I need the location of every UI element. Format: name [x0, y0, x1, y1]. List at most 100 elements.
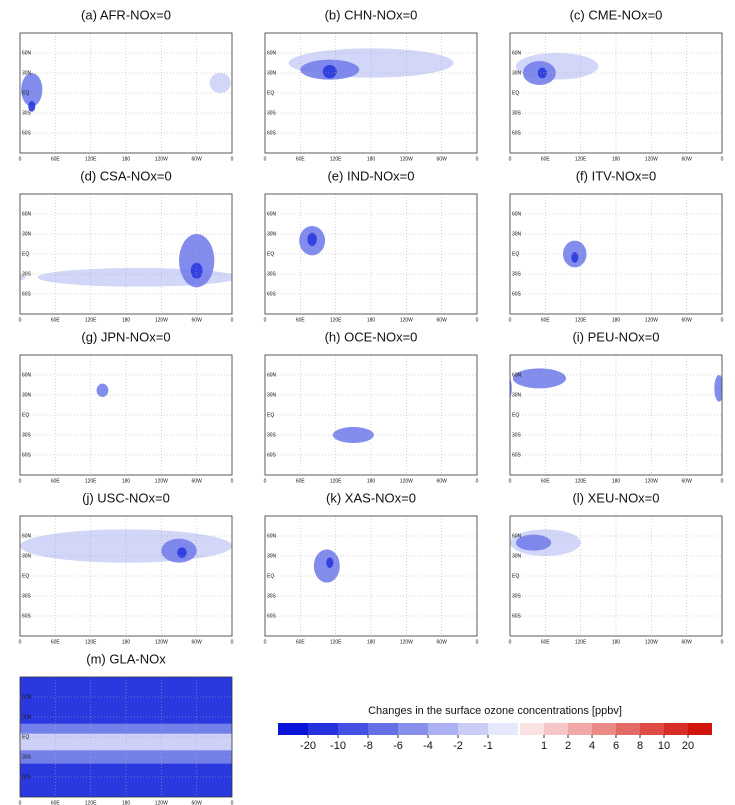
lat-label: EQ	[22, 734, 29, 740]
map-panel: 60N 30N EQ 30S 60S 0 60E 120E 180 120W 60W 0	[264, 515, 479, 645]
panel-title: (g) JPN-NOx=0	[81, 329, 170, 344]
colorbar-box	[544, 723, 568, 735]
lon-label: 60W	[192, 156, 203, 162]
lat-label: EQ	[512, 573, 519, 579]
panel-title: (h) OCE-NOx=0	[325, 329, 418, 344]
ozone-field	[512, 368, 566, 389]
lon-label: 180	[367, 478, 376, 484]
colorbar-label: -8	[363, 740, 373, 752]
lon-label: 120E	[330, 317, 342, 323]
lat-label: 60S	[267, 130, 277, 136]
map-panel: 60N 30N EQ 30S 60S 0 60E 120E 180 120W 60W 0	[509, 32, 735, 162]
map-panel: 60N 30N EQ 30S 60S 0 60E 120E 180 120W 60W 0	[19, 32, 234, 162]
map-panel: 60N 30N EQ 30S 60S 0 60E 120E 180 120W 60W 0	[264, 354, 479, 484]
lon-label: 60W	[682, 156, 693, 162]
lat-label: EQ	[512, 412, 519, 418]
map-panel: 60N 30N EQ 30S 60S 0 60E 120E 180 120W 60W 0	[19, 676, 234, 805]
map-frame	[19, 676, 233, 798]
map-frame	[19, 32, 233, 154]
lon-label: 0	[264, 639, 267, 645]
lon-label: 0	[231, 317, 234, 323]
lon-label: 180	[612, 156, 621, 162]
lon-label: 60E	[296, 156, 306, 162]
lon-label: 120E	[85, 317, 97, 323]
lon-label: 120E	[330, 478, 342, 484]
lat-label: 30N	[512, 70, 522, 76]
lon-label: 120E	[575, 156, 587, 162]
lat-label: 30N	[267, 553, 277, 559]
lat-label: 30N	[22, 70, 32, 76]
panel-title: (e) IND-NOx=0	[327, 168, 414, 183]
lon-label: 60W	[192, 639, 203, 645]
ozone-field	[725, 368, 735, 388]
lon-label: 120E	[575, 317, 587, 323]
lon-label: 120W	[155, 800, 168, 805]
lon-label: 60W	[437, 639, 448, 645]
lat-label: EQ	[512, 90, 519, 96]
ozone-field	[307, 232, 317, 246]
lon-label: 0	[19, 800, 22, 805]
lon-label: 60E	[51, 639, 61, 645]
colorbar-box	[688, 723, 712, 735]
map-frame	[19, 193, 233, 315]
ozone-field	[537, 67, 548, 79]
lat-label: EQ	[267, 573, 274, 579]
colorbar-label: -6	[393, 740, 403, 752]
ozone-field	[0, 529, 20, 562]
lat-label: 30N	[22, 714, 32, 720]
lat-label: 30N	[22, 392, 32, 398]
lat-label: 60N	[512, 211, 522, 217]
panel-title: (a) AFR-NOx=0	[81, 7, 171, 22]
lon-label: 60W	[192, 478, 203, 484]
map-frame	[509, 354, 723, 476]
ozone-field	[190, 262, 203, 279]
lon-label: 120E	[575, 478, 587, 484]
lon-label: 120E	[85, 478, 97, 484]
colorbar-box	[640, 723, 664, 735]
ozone-field	[313, 549, 340, 583]
lon-label: 120W	[645, 478, 658, 484]
lat-label: 30S	[267, 432, 277, 438]
ozone-field	[209, 73, 231, 93]
ozone-field	[722, 529, 735, 556]
colorbar-box	[308, 723, 338, 735]
lat-label: EQ	[267, 251, 274, 257]
lat-label: 60S	[512, 613, 522, 619]
lat-label: 60S	[512, 291, 522, 297]
lon-label: 180	[367, 317, 376, 323]
ozone-field	[728, 53, 735, 80]
lon-label: 180	[367, 156, 376, 162]
lon-label: 60E	[541, 156, 551, 162]
panel-title: (f) ITV-NOx=0	[576, 168, 657, 183]
lat-label: 30S	[22, 754, 32, 760]
lat-label: 30N	[22, 231, 32, 237]
ozone-field	[28, 101, 36, 112]
colorbar-box	[568, 723, 592, 735]
lon-label: 120W	[155, 639, 168, 645]
ozone-field	[322, 65, 337, 79]
lat-label: 60N	[22, 694, 32, 700]
lon-label: 120E	[85, 639, 97, 645]
lon-label: 60W	[192, 317, 203, 323]
lat-label: 60S	[22, 452, 32, 458]
lat-label: 60N	[22, 372, 32, 378]
lon-label: 0	[231, 639, 234, 645]
map-frame	[509, 193, 723, 315]
lon-label: 60W	[437, 478, 448, 484]
band	[20, 733, 232, 751]
colorbar-box	[278, 723, 308, 735]
map-panel: 60N 30N EQ 30S 60S 0 60E 120E 180 120W 60W 0	[264, 193, 479, 323]
ozone-field	[510, 377, 512, 399]
ozone-field	[177, 547, 187, 559]
lat-label: 60S	[512, 130, 522, 136]
colorbar-label: -10	[330, 740, 346, 752]
colorbar-box	[368, 723, 398, 735]
lat-label: 30S	[22, 271, 32, 277]
lat-label: 60N	[267, 372, 277, 378]
lon-label: 0	[231, 478, 234, 484]
map-panel: 60N 30N EQ 30S 60S 0 60E 120E 180 120W 60W 0	[509, 515, 735, 645]
lat-label: 30S	[267, 110, 277, 116]
colorbar-title: Changes in the surface ozone concentrati…	[368, 705, 622, 717]
lon-label: 0	[721, 478, 724, 484]
lon-label: 0	[509, 639, 512, 645]
